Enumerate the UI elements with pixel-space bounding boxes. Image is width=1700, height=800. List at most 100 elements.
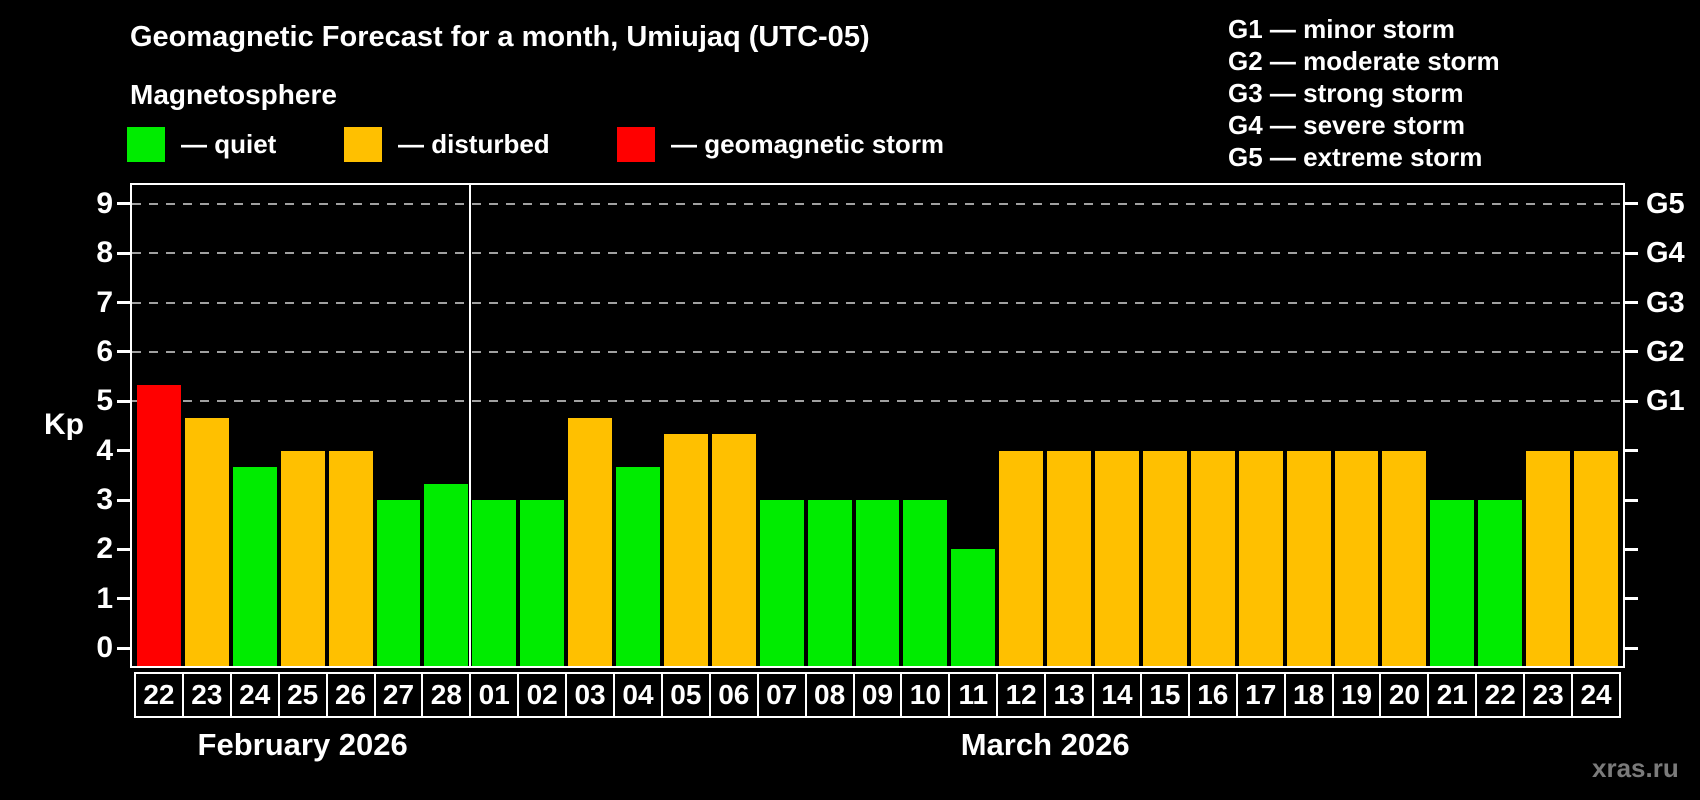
- legend-label-quiet: — quiet: [181, 129, 277, 159]
- magnetosphere-label: Magnetosphere: [130, 79, 337, 110]
- legend-item-quiet: — quiet: [127, 127, 276, 162]
- y-tick-label: 5: [96, 384, 113, 418]
- kp-bar-25: [280, 450, 325, 666]
- kp-bar-13: [1047, 450, 1092, 666]
- kp-bar-28: [424, 483, 469, 666]
- month-label: March 2026: [960, 727, 1130, 762]
- month-separator: [469, 185, 472, 666]
- grid-line: [132, 400, 1623, 403]
- kp-bar-21: [1430, 500, 1475, 666]
- kp-bar-26: [328, 450, 373, 666]
- kp-bar-24: [232, 466, 277, 666]
- g-scale-label: G4: [1646, 237, 1685, 270]
- day-label: 07: [756, 672, 807, 718]
- day-label: 24: [229, 672, 280, 718]
- y-tick-label: 4: [96, 433, 113, 467]
- kp-bar-17: [1238, 450, 1283, 666]
- y-tick-right: [1624, 399, 1638, 403]
- y-tick-label: 6: [96, 334, 113, 368]
- kp-bar-22: [1478, 500, 1523, 666]
- kp-bar-09: [855, 500, 900, 666]
- y-tick-left: [117, 547, 131, 551]
- day-label: 23: [181, 672, 232, 718]
- day-label: 22: [1475, 672, 1526, 718]
- kp-bar-15: [1142, 450, 1187, 666]
- y-tick-right: [1624, 350, 1638, 354]
- storm-scale-g4: G4 — severe storm: [1228, 110, 1466, 140]
- kp-bar-18: [1286, 450, 1331, 666]
- magnetosphere-legend: — quiet — disturbed — geomagnetic storm: [0, 127, 1100, 162]
- kp-bar-07: [759, 500, 804, 666]
- y-tick-right: [1624, 646, 1638, 650]
- day-label: 20: [1379, 672, 1430, 718]
- month-label: February 2026: [197, 727, 408, 762]
- watermark: xras.ru: [1592, 753, 1679, 783]
- y-tick-left: [117, 251, 131, 255]
- day-label: 26: [325, 672, 376, 718]
- storm-scale-legend: G1 — minor storm G2 — moderate storm G3 …: [1228, 13, 1500, 173]
- chart-title: Geomagnetic Forecast for a month, Umiuja…: [130, 21, 870, 53]
- plot-area: [130, 183, 1625, 668]
- day-label: 13: [1044, 672, 1095, 718]
- y-tick-right: [1624, 498, 1638, 502]
- y-tick-left: [117, 399, 131, 403]
- kp-bar-23: [184, 417, 229, 666]
- day-label: 05: [660, 672, 711, 718]
- y-tick-right: [1624, 202, 1638, 206]
- y-tick-label: 0: [96, 631, 113, 665]
- y-tick-label: 9: [96, 186, 113, 220]
- y-tick-right: [1624, 547, 1638, 551]
- day-label: 27: [373, 672, 424, 718]
- kp-bar-08: [807, 500, 852, 666]
- y-tick-label: 3: [96, 483, 113, 517]
- day-label: 21: [1427, 672, 1478, 718]
- day-label: 01: [469, 672, 520, 718]
- grid-line: [132, 252, 1623, 255]
- g-scale-label: G3: [1646, 286, 1685, 319]
- y-tick-left: [117, 301, 131, 305]
- day-label: 17: [1235, 672, 1286, 718]
- y-tick-right: [1624, 251, 1638, 255]
- y-tick-left: [117, 498, 131, 502]
- day-label: 06: [708, 672, 759, 718]
- day-label: 25: [277, 672, 328, 718]
- day-label: 12: [996, 672, 1047, 718]
- day-label: 11: [948, 672, 999, 718]
- kp-bar-06: [711, 434, 756, 666]
- kp-bar-11: [951, 549, 996, 666]
- day-label: 16: [1187, 672, 1238, 718]
- storm-scale-g2: G2 — moderate storm: [1228, 46, 1500, 76]
- y-tick-label: 7: [96, 285, 113, 319]
- storm-scale-g5: G5 — extreme storm: [1228, 142, 1483, 172]
- kp-bar-22: [137, 385, 181, 666]
- y-tick-label: 8: [96, 236, 113, 270]
- day-label: 15: [1139, 672, 1190, 718]
- day-label: 04: [613, 672, 663, 718]
- grid-line: [132, 202, 1623, 205]
- y-tick-label: 2: [96, 532, 113, 566]
- kp-bar-19: [1334, 450, 1379, 666]
- legend-item-disturbed: — disturbed: [344, 127, 550, 162]
- kp-bar-20: [1382, 450, 1427, 666]
- day-label: 03: [565, 672, 616, 718]
- kp-bar-02: [520, 500, 565, 666]
- storm-scale-g1: G1 — minor storm: [1228, 14, 1455, 44]
- day-label: 22: [134, 672, 184, 718]
- day-label: 09: [852, 672, 903, 718]
- day-label: 28: [421, 672, 472, 718]
- y-tick-left: [117, 646, 131, 650]
- day-label: 02: [517, 672, 568, 718]
- y-tick-left: [117, 202, 131, 206]
- day-label: 10: [900, 672, 951, 718]
- legend-item-storm: — geomagnetic storm: [617, 127, 944, 162]
- g-scale-label: G1: [1646, 385, 1685, 418]
- legend-label-disturbed: — disturbed: [398, 129, 550, 159]
- y-tick-right: [1624, 301, 1638, 305]
- kp-bar-01: [472, 500, 517, 666]
- storm-color-swatch: [617, 127, 655, 162]
- kp-bar-23: [1526, 450, 1571, 666]
- y-tick-left: [117, 597, 131, 601]
- day-label: 14: [1092, 672, 1142, 718]
- kp-bar-27: [376, 500, 421, 666]
